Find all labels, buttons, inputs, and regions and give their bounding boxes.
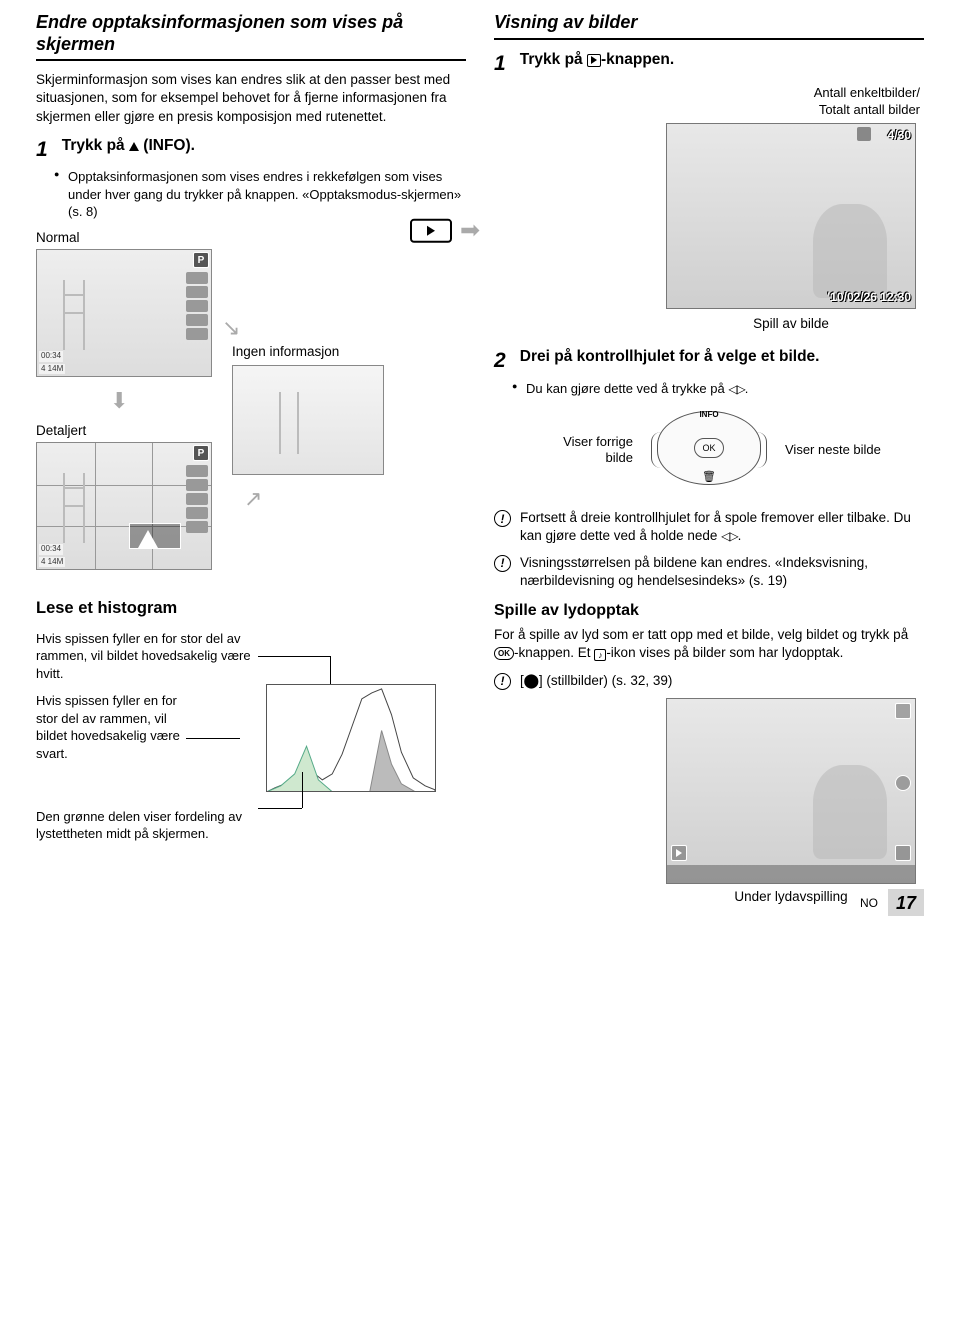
caption-play: Spill av bilde [666,315,916,333]
right-step-2: 2 Drei på kontrollhjulet for å velge et … [494,347,924,375]
lock-icon [857,127,871,141]
left-intro: Skjerminformasjon som vises kan endres s… [36,71,466,126]
ok-icon: OK [494,647,514,660]
audio-frame-icon: ♪ [594,649,606,661]
histogram-diagram: Hvis spissen fyller en for stor del av r… [36,630,466,800]
left-right-icon: ◁▷ [728,381,744,397]
control-dial-icon: INFO OK 🗑 [647,409,771,491]
histogram-heading: Lese et histogram [36,597,466,619]
audio-paragraph: For å spille av lyd som er tatt opp med … [494,626,924,662]
ok-button-icon: OK [694,438,724,458]
play-icon [587,54,601,67]
triangle-up-icon [129,142,139,151]
right-step2-text: Drei på kontrollhjulet for å velge et bi… [520,348,820,365]
caution-icon: ! [494,510,511,527]
lang-code: NO [860,895,878,911]
p-badge-icon: P [193,252,209,268]
playback-button-icon [410,219,452,243]
left-right-icon: ◁▷ [721,528,737,544]
down-arrow-icon: ⬇ [110,386,212,416]
left-heading: Endre opptaksinformasjonen som vises på … [36,12,466,61]
right-heading: Visning av bilder [494,12,924,40]
page-footer: NO 17 [860,889,924,916]
label-normal: Normal [36,229,466,247]
play-icon [671,845,687,861]
audio-frame-icon [895,703,911,719]
caution-icon: ! [494,555,511,572]
right-arrow-icon: ➡ [460,215,480,247]
mute-icon [895,845,911,861]
mic-icon: ⬤ [524,673,539,688]
right-step1-num: 1 [494,50,516,78]
note-1: ! Fortsett å dreie kontrollhjulet for å … [494,509,924,545]
audio-heading: Spille av lydopptak [494,600,924,622]
timestamp: '10/02/26 12:30 [827,289,911,305]
thumb-detailed: P 00:34 4 14M [36,442,212,570]
note-3: ! [⬤] (stillbilder) (s. 32, 39) [494,672,924,690]
audio-playback-screen [666,698,916,884]
p-badge-icon: P [193,445,209,461]
left-step1-bullet: Opptaksinformasjonen som vises endres i … [36,168,466,221]
left-step1-text: Trykk på (INFO). [62,137,195,154]
label-ingen: Ingen informasjon [232,343,384,361]
right-step2-num: 2 [494,347,516,375]
page-number: 17 [888,889,924,916]
counter-label: Antall enkeltbilder/ Totalt antall bilde… [494,84,924,119]
speaker-icon [895,775,911,791]
label-detaljert: Detaljert [36,422,212,440]
label-next: Viser neste bilde [785,442,881,458]
thumb-normal: P 00:34 4 14M [36,249,212,377]
histo-green-note: Den grønne delen viser fordeling av lyst… [36,808,256,843]
note-2: ! Visningsstørrelsen på bildene kan endr… [494,554,924,590]
left-step-1: 1 Trykk på (INFO). [36,136,466,164]
label-prev: Viser forrige bilde [537,434,633,467]
right-step1-text: Trykk på -knappen. [520,51,674,68]
trash-icon: 🗑 [702,470,716,485]
frame-counter: 4/30 [888,127,911,143]
right-step-1: 1 Trykk på -knappen. [494,50,924,78]
control-dial-row: Viser forrige bilde INFO OK 🗑 Viser nest… [494,409,924,491]
diag-arrow-icon: ↗ [244,486,262,511]
right-step2-bullet: Du kan gjøre dette ved å trykke på ◁▷. [494,380,924,398]
playback-screen: 4/30 '10/02/26 12:30 [666,123,916,309]
left-step1-num: 1 [36,136,58,164]
thumb-no-info [232,365,384,475]
diag-arrow-icon: ↘ [222,315,240,340]
caution-icon: ! [494,673,511,690]
